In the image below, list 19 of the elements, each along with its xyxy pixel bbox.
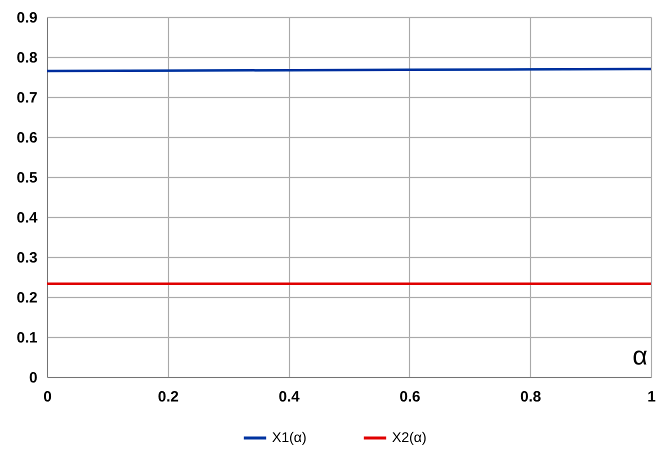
legend-label: X2(α) [392, 429, 427, 445]
y-tick-label: 0.1 [16, 330, 38, 346]
legend-label: X1(α) [272, 429, 307, 445]
y-tick-label: 0.7 [16, 90, 38, 106]
x-tick-label: 0 [43, 388, 52, 406]
x-axis-title: α [632, 340, 648, 370]
y-tick-label: 0.4 [16, 210, 38, 226]
x-tick-label: 0.2 [158, 388, 179, 406]
x-tick-label: 0.4 [278, 388, 300, 406]
x-tick-label: 1 [647, 388, 656, 406]
y-tick-label: 0.8 [16, 50, 38, 66]
y-tick-label: 0 [29, 370, 38, 386]
y-tick-label: 0.2 [16, 290, 38, 306]
y-tick-label: 0.9 [16, 10, 38, 26]
x-tick-label: 0.8 [520, 388, 542, 406]
y-tick-label: 0.6 [16, 130, 38, 146]
y-tick-label: 0.3 [16, 250, 38, 266]
y-tick-label: 0.5 [16, 170, 38, 186]
x-tick-label: 0.6 [399, 388, 420, 406]
